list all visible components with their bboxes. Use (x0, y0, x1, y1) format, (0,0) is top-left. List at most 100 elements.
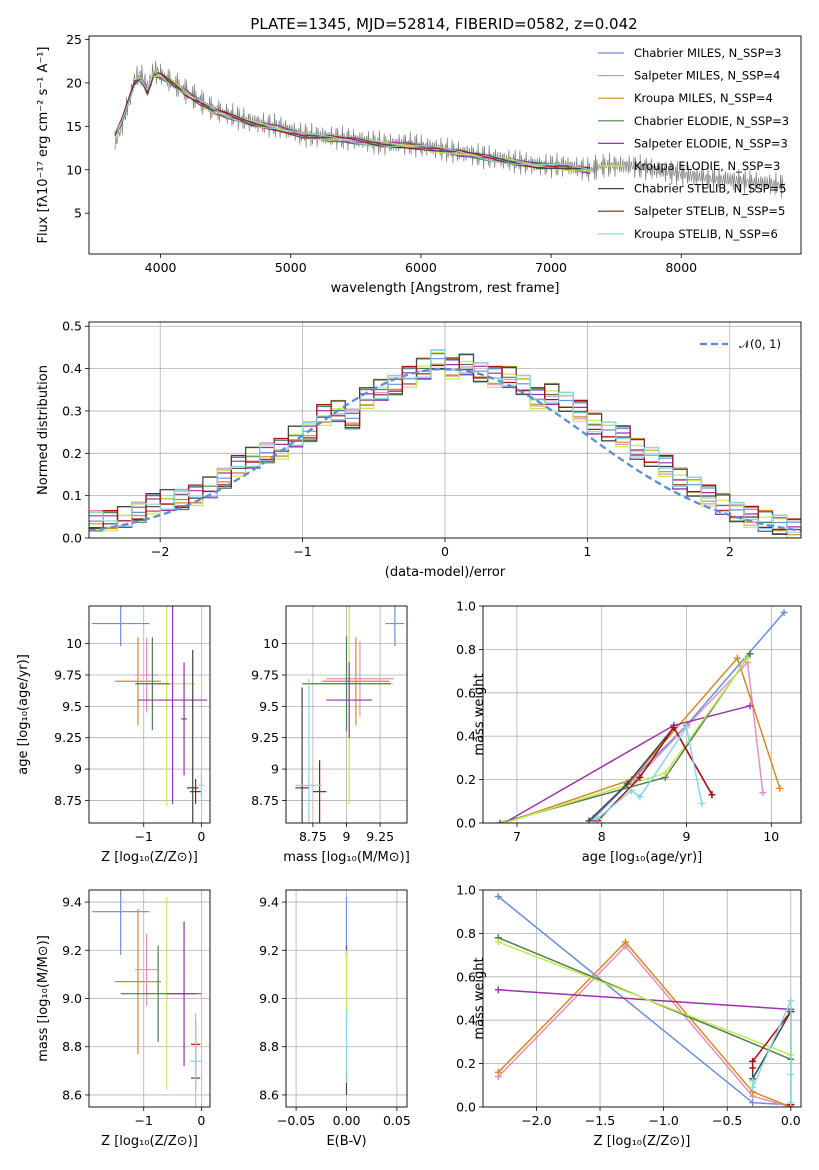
spectrum-data-line (114, 60, 785, 199)
y-tick-label: 9.25 (54, 730, 82, 745)
x-tick-label: −1.5 (585, 1113, 615, 1128)
x-axis-label: Z [log₁₀(Z/Z⊙)] (101, 850, 198, 865)
y-tick-label: 9.4 (259, 895, 279, 910)
weight-line-2 (497, 940, 792, 1107)
y-tick-label: 9 (74, 762, 82, 777)
y-axis-label: mass [log₁₀(M/M⊙)] (36, 935, 51, 1062)
legend-entry: Salpeter ELODIE, N_SSP=3 (634, 136, 788, 150)
y-tick-label: 9 (271, 762, 279, 777)
weight-marker (500, 819, 508, 823)
weight-line-6 (751, 1008, 792, 1105)
y-tick-label: 0.5 (62, 319, 82, 334)
weight-marker (593, 815, 601, 823)
legend-entry: Kroupa MILES, N_SSP=4 (634, 91, 773, 105)
x-tick-label: 10 (763, 829, 779, 844)
spectrum-panel: 4000 5000 6000 7000 8000 5 10 15 20 25 wavelength … (36, 32, 802, 296)
weight-marker (759, 789, 767, 797)
weight-marker (698, 799, 706, 807)
weight-marker (746, 702, 754, 710)
x-tick-label: −1.0 (648, 1113, 678, 1128)
legend-entry: Chabrier MILES, N_SSP=3 (634, 46, 781, 60)
x-tick-label: 0.00 (333, 1113, 361, 1128)
x-tick-label: −1 (135, 1113, 153, 1128)
legend-entry: Salpeter STELIB, N_SSP=5 (634, 204, 785, 218)
x-axis-label: Z [log₁₀(Z/Z⊙)] (101, 1134, 198, 1149)
x-tick-label: 8000 (665, 260, 697, 275)
x-tick-label: −2.0 (521, 1113, 551, 1128)
weight-marker (627, 786, 635, 794)
y-tick-label: 0.2 (62, 446, 82, 461)
weight-marker (776, 784, 784, 792)
weight-marker (494, 893, 502, 901)
x-tick-label: 9 (343, 829, 351, 844)
weight-vs-age-panel: 7 8 9 10 0.0 0.2 0.4 0.6 0.8 1.0 age [log₁₀(age/yr… (456, 599, 802, 865)
y-tick-label: 8.75 (54, 793, 82, 808)
y-tick-label: 0.4 (62, 361, 82, 376)
y-tick-label: 8.75 (251, 793, 279, 808)
x-tick-label: −1 (135, 829, 153, 844)
x-axis-label: (data-model)/error (385, 565, 506, 580)
weight-line-6 (588, 726, 713, 822)
y-tick-label: 0.0 (456, 1100, 476, 1115)
y-tick-label: 8.8 (259, 1039, 279, 1054)
y-axis-label: mass weight (472, 673, 487, 755)
model-line-6 (114, 72, 591, 170)
mass-vs-ebv-panel: −0.05 0.00 0.05 8.6 8.8 9.0 9.2 9.4 E(B-V) (259, 889, 411, 1149)
y-tick-label: 0.6 (456, 969, 476, 984)
axes-frame (88, 605, 211, 824)
y-tick-label: 1.0 (456, 599, 476, 614)
y-tick-label: 0.2 (456, 772, 476, 787)
weight-marker (749, 1057, 757, 1065)
y-tick-label: 9.5 (62, 699, 82, 714)
weight-line-4 (503, 705, 751, 823)
y-tick-label: 0.8 (456, 642, 476, 657)
y-tick-label: 8.6 (259, 1087, 279, 1102)
y-tick-label: 8.6 (62, 1087, 82, 1102)
x-tick-label: 0 (441, 544, 449, 559)
weight-line-2 (503, 656, 781, 823)
axes-frame (285, 605, 408, 824)
y-tick-label: 10 (66, 636, 82, 651)
y-tick-label: 0.1 (62, 488, 82, 503)
weight-line-5 (498, 941, 792, 1056)
weight-line-5 (503, 657, 749, 823)
x-tick-label: 8.75 (299, 829, 327, 844)
x-tick-label: 0.05 (383, 1113, 411, 1128)
y-tick-label: 20 (66, 75, 82, 90)
weight-marker (661, 769, 669, 777)
legend-entry: Chabrier STELIB, N_SSP=5 (634, 182, 786, 196)
weight-marker (749, 1077, 757, 1085)
weight-marker (636, 773, 644, 781)
weight-marker (749, 1064, 757, 1072)
age-vs-z-panel: −1 0 8.75 9 9.25 9.5 9.75 10 Z [log₁₀(Z/Z⊙)] age … (16, 605, 211, 865)
weight-line-4 (498, 989, 791, 1011)
legend-entry: Chabrier ELODIE, N_SSP=3 (634, 114, 789, 128)
y-tick-label: 1.0 (456, 883, 476, 898)
weight-line-0 (497, 895, 791, 1106)
normal-curve (89, 367, 801, 532)
x-tick-label: −0.05 (277, 1113, 315, 1128)
weight-marker (496, 819, 504, 823)
x-axis-label: wavelength [Angstrom, rest frame] (331, 281, 560, 296)
x-tick-label: 7 (513, 829, 521, 844)
y-tick-label: 0.3 (62, 403, 82, 418)
axes-frame (482, 605, 802, 824)
y-tick-label: 0.8 (456, 926, 476, 941)
weight-line-1 (503, 660, 764, 823)
x-tick-label: −2 (151, 544, 169, 559)
y-tick-label: 25 (66, 32, 82, 47)
weight-vs-age-plot-area (483, 606, 801, 823)
y-tick-label: 0.2 (456, 1056, 476, 1071)
x-tick-label: 7000 (535, 260, 567, 275)
age-vs-mass-panel: 8.75 9 9.25 8.75 9 9.25 9.5 9.75 10 mass [log₁₀(M… (251, 605, 410, 865)
y-tick-label: 9.4 (62, 895, 82, 910)
y-axis-label: age [log₁₀(age/yr)] (16, 654, 31, 775)
x-tick-label: 6000 (405, 260, 437, 275)
y-tick-label: 9.0 (62, 991, 82, 1006)
axes-frame (88, 321, 802, 539)
x-tick-label: 0 (197, 829, 205, 844)
weight-marker (683, 724, 691, 732)
axes-frame (88, 889, 211, 1108)
residuals-plot-area (89, 322, 801, 538)
y-tick-label: 0.0 (456, 816, 476, 831)
